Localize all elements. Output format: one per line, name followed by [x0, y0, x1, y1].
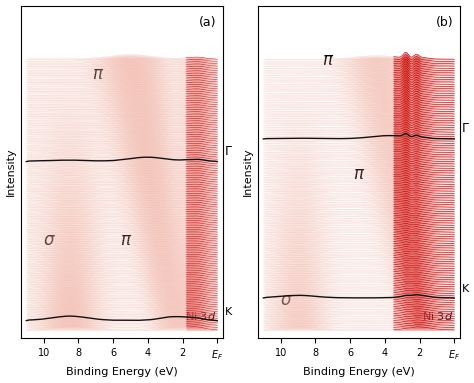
Text: Ni 3$d$: Ni 3$d$	[422, 310, 454, 322]
Text: $\sigma$: $\sigma$	[43, 231, 56, 249]
Text: K: K	[462, 284, 469, 295]
Y-axis label: Intensity: Intensity	[243, 148, 253, 196]
Y-axis label: Intensity: Intensity	[6, 148, 16, 196]
Text: Ni 3$d$: Ni 3$d$	[185, 310, 217, 322]
Text: $\pi$: $\pi$	[120, 231, 132, 249]
X-axis label: Binding Energy (eV): Binding Energy (eV)	[66, 367, 178, 377]
Text: $\pi$: $\pi$	[91, 65, 104, 83]
Text: K: K	[225, 307, 232, 317]
Text: Γ: Γ	[225, 145, 231, 158]
Text: (a): (a)	[199, 16, 217, 29]
Text: $\pi$: $\pi$	[353, 165, 365, 183]
Text: $\pi$: $\pi$	[322, 51, 335, 69]
Text: (b): (b)	[436, 16, 454, 29]
X-axis label: Binding Energy (eV): Binding Energy (eV)	[303, 367, 415, 377]
Text: $\sigma$: $\sigma$	[280, 291, 293, 309]
Text: Γ: Γ	[462, 122, 468, 135]
